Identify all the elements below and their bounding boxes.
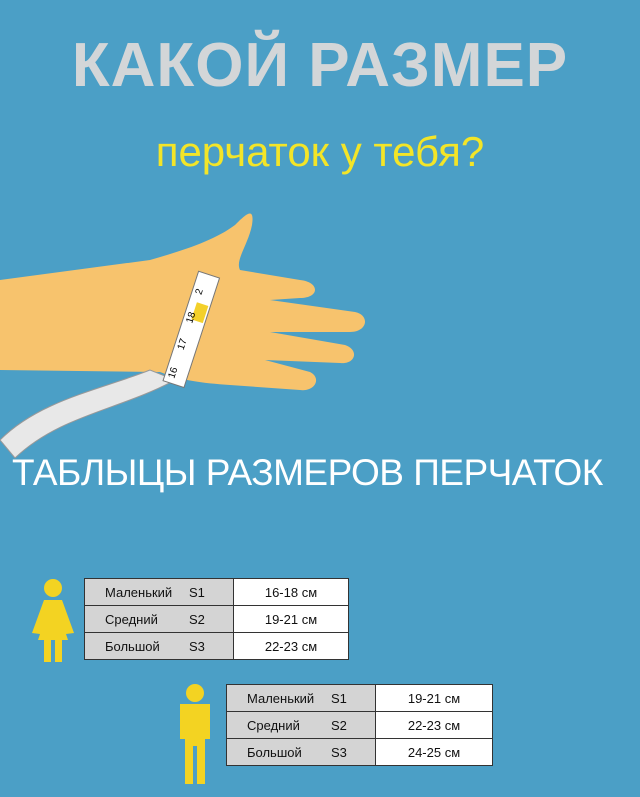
women-size-table: Маленький S1 16-18 см Средний S2 19-21 см Бо… bbox=[84, 578, 349, 660]
tape-mark: 2 bbox=[194, 287, 206, 296]
size-range: 16-18 см bbox=[233, 578, 349, 606]
tape-mark: 17 bbox=[176, 337, 190, 351]
size-code: S3 bbox=[331, 744, 347, 760]
men-size-table: Маленький S1 19-21 см Средний S2 22-23 см Бо… bbox=[226, 684, 493, 766]
size-name: Средний bbox=[247, 717, 300, 733]
hand-icon bbox=[0, 213, 366, 391]
tape-mark: 18 bbox=[184, 310, 198, 324]
size-code: S3 bbox=[189, 638, 205, 654]
table-row: Средний S2 19-21 см bbox=[84, 605, 349, 633]
hand-with-tape-illustration: 16 17 18 2 bbox=[0, 213, 366, 459]
size-name: Средний bbox=[105, 611, 158, 627]
title: КАКОЙ РАЗМЕР bbox=[71, 31, 569, 100]
size-name: Маленький bbox=[247, 690, 315, 706]
table-row: Маленький S1 19-21 см bbox=[226, 684, 493, 712]
table-row: Большой S3 22-23 см bbox=[84, 632, 349, 660]
subtitle: перчаток у тебя? bbox=[155, 128, 485, 175]
female-figure-icon bbox=[32, 579, 74, 662]
tape-mark: 16 bbox=[166, 366, 180, 380]
section-heading: ТАБЛЫЦЫ РАЗМЕРОВ ПЕРЧАТОК bbox=[12, 452, 603, 493]
size-name: Маленький bbox=[105, 584, 173, 600]
size-range: 19-21 см bbox=[375, 684, 493, 712]
size-name: Большой bbox=[247, 744, 302, 760]
table-row: Средний S2 22-23 см bbox=[226, 711, 493, 739]
size-range: 22-23 см bbox=[233, 632, 349, 660]
male-figure-icon bbox=[180, 684, 210, 784]
tape-measure bbox=[0, 369, 177, 459]
size-range: 24-25 см bbox=[375, 738, 493, 766]
size-code: S2 bbox=[331, 717, 347, 733]
table-row: Маленький S1 16-18 см bbox=[84, 578, 349, 606]
table-row: Большой S3 24-25 см bbox=[226, 738, 493, 766]
size-code: S1 bbox=[189, 584, 205, 600]
size-code: S1 bbox=[331, 690, 347, 706]
size-range: 19-21 см bbox=[233, 605, 349, 633]
size-range: 22-23 см bbox=[375, 711, 493, 739]
size-name: Большой bbox=[105, 638, 160, 654]
size-code: S2 bbox=[189, 611, 205, 627]
